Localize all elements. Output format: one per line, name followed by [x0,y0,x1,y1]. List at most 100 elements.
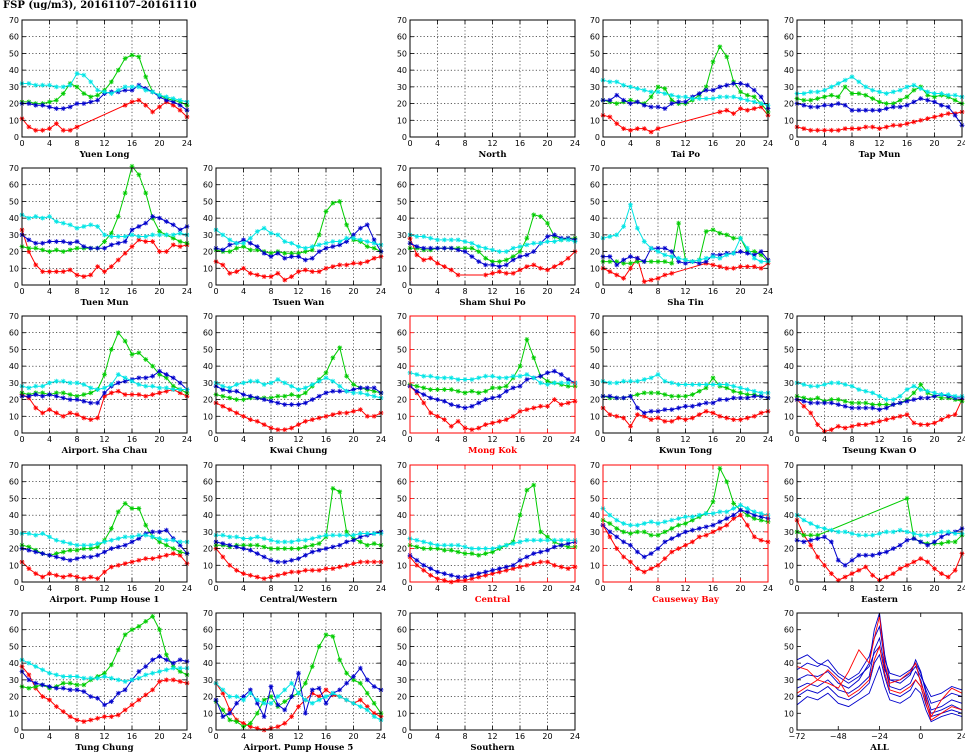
data-point [621,554,627,560]
data-point [607,529,613,535]
x-tick-label: 12 [293,584,303,593]
data-point [510,254,516,259]
data-point [344,222,350,228]
data-point [177,380,183,386]
data-point [289,557,295,563]
data-point [696,388,702,394]
series-line-blue [796,665,963,723]
y-tick-label: 0 [208,429,213,438]
data-point [703,229,709,234]
y-tick-label: 40 [397,659,407,668]
data-point [758,390,764,396]
y-tick-label: 0 [402,429,407,438]
data-point [129,539,135,545]
data-point [662,418,668,424]
data-point [428,410,434,416]
y-tick-label: 50 [590,345,600,354]
data-point [115,372,121,377]
data-point [607,269,613,275]
x-tick-label: −72 [789,732,806,741]
data-point [703,87,709,93]
data-point [621,395,627,401]
data-point [357,237,363,243]
data-point [282,380,288,386]
data-point [143,239,149,244]
y-tick-label: 0 [402,133,407,142]
data-point [510,373,516,379]
data-point [357,680,363,686]
x-tick-label: 12 [487,732,497,741]
y-tick-label: 70 [9,312,19,321]
data-point [614,526,620,531]
data-point [731,111,737,116]
data-point [538,549,544,555]
data-point [47,534,52,540]
data-point [435,569,440,575]
x-tick-label: 20 [348,732,358,741]
data-point [945,392,951,397]
data-point [364,259,370,264]
panel-title: Airport. Sha Chau [61,446,148,456]
data-point [462,377,468,382]
data-point [74,239,80,244]
data-point [316,644,322,649]
data-point [904,387,910,392]
data-point [510,413,516,419]
data-point [414,557,420,563]
data-point [241,546,246,551]
data-point [122,375,128,381]
data-point [815,422,821,428]
data-point [683,403,688,409]
y-tick-label: 0 [595,429,600,438]
data-point [364,707,370,713]
y-tick-label: 60 [9,478,19,487]
data-point [33,392,39,397]
x-tick-label: 24 [376,435,386,444]
data-point [323,694,329,699]
data-point [441,237,447,243]
data-point [835,127,841,133]
data-point [744,392,750,397]
data-point [115,690,121,696]
data-point [483,255,489,261]
y-tick-label: 50 [397,642,407,651]
data-point [952,539,958,545]
y-tick-label: 70 [397,461,407,470]
data-point [371,240,377,246]
data-point [883,101,889,106]
data-point [122,250,128,256]
data-point [247,690,253,696]
data-point [289,402,295,407]
y-tick-label: 10 [9,264,19,273]
data-point [717,109,723,115]
y-tick-label: 70 [203,461,213,470]
data-point [676,220,682,226]
data-point [81,576,87,582]
data-point [150,383,156,389]
data-point [289,539,295,545]
series-line-red [796,616,963,718]
data-point [26,566,32,572]
y-tick-label: 60 [590,329,600,338]
data-point [897,87,903,93]
data-point [316,534,322,540]
data-point [74,397,80,402]
data-point [261,397,267,402]
y-tick-label: 70 [784,312,794,321]
data-point [634,405,640,411]
data-point [309,255,315,261]
data-point [309,382,315,387]
data-point [634,225,640,231]
data-point [302,537,308,543]
data-point [870,405,876,411]
data-point [938,91,944,96]
data-point [815,536,821,541]
x-tick-label: 8 [74,435,79,444]
data-point [309,269,315,275]
y-tick-label: 30 [590,379,600,388]
data-point [371,385,377,391]
data-point [88,99,94,105]
data-point [170,387,176,392]
data-point [758,249,764,254]
